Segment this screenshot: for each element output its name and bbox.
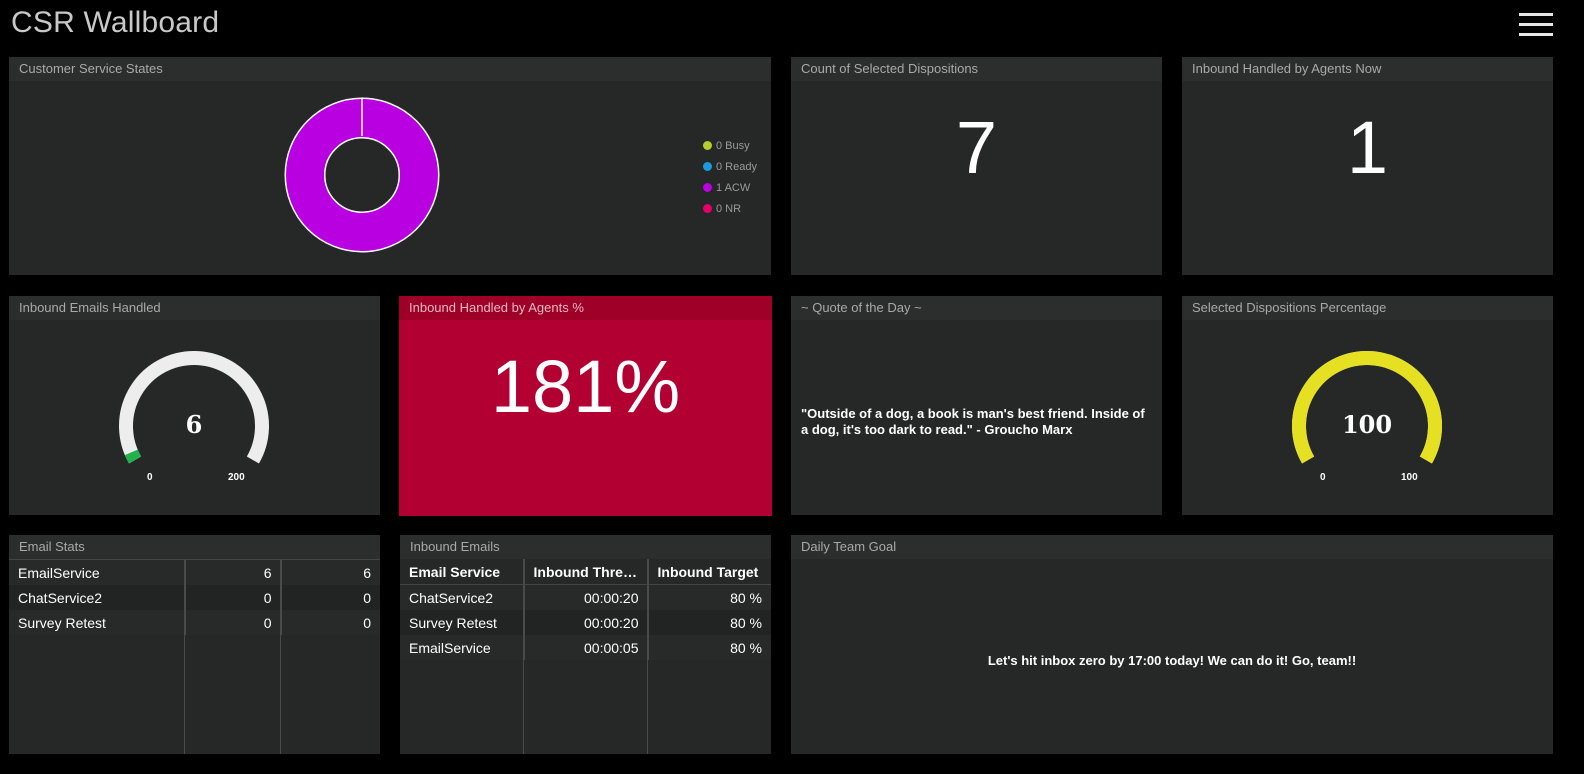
- gauge-max-label: 100: [1401, 472, 1418, 483]
- widget-dispositions-percentage: Selected Dispositions Percentage 100 0 1…: [1182, 296, 1553, 515]
- cell-service: Survey Retest: [400, 610, 525, 635]
- table-row[interactable]: EmailService 00:00:05 80 %: [400, 635, 771, 660]
- gauge-min-label: 0: [1320, 472, 1326, 483]
- cell-value: 6: [185, 560, 282, 585]
- legend-item-busy: 0 Busy: [703, 138, 757, 159]
- widget-title: Customer Service States: [9, 57, 771, 81]
- widget-title: Inbound Handled by Agents Now: [1182, 57, 1553, 81]
- gauge-value: 100: [1341, 410, 1393, 439]
- widget-title: Daily Team Goal: [791, 535, 1553, 559]
- gauge-min-label: 0: [147, 472, 153, 483]
- hamburger-menu-icon[interactable]: [1519, 11, 1553, 39]
- widget-handled-percent: Inbound Handled by Agents % 181%: [399, 296, 772, 516]
- legend-dot: [703, 162, 712, 171]
- quote-text: "Outside of a dog, a book is man's best …: [801, 406, 1145, 437]
- cell-target: 80 %: [648, 584, 771, 610]
- cell-value: 0: [281, 585, 380, 610]
- table-row[interactable]: EmailService 6 6: [9, 560, 380, 585]
- column-header-inbound-target[interactable]: Inbound Target: [648, 559, 771, 585]
- table-row[interactable]: ChatService2 00:00:20 80 %: [400, 584, 771, 610]
- widget-quote-of-the-day: ~ Quote of the Day ~ "Outside of a dog, …: [791, 296, 1162, 515]
- legend-dot: [703, 183, 712, 192]
- table-row[interactable]: ChatService2 0 0: [9, 585, 380, 610]
- cell-service: EmailService: [400, 635, 525, 660]
- legend-dot: [703, 141, 712, 150]
- cell-value: 0: [185, 610, 282, 635]
- widget-count-dispositions: Count of Selected Dispositions 7: [791, 57, 1162, 275]
- table-row[interactable]: Survey Retest 00:00:20 80 %: [400, 610, 771, 635]
- inbound-emails-table: Email Service Inbound Thresh... Inbound …: [400, 559, 771, 660]
- widget-emails-handled: Inbound Emails Handled 6 0 200: [9, 296, 380, 515]
- cell-name: Survey Retest: [9, 610, 186, 635]
- donut-chart: [284, 97, 440, 253]
- gauge-value: 6: [185, 410, 203, 439]
- gauge-fill: [124, 449, 142, 464]
- column-header-inbound-threshold[interactable]: Inbound Thresh...: [524, 559, 649, 585]
- gauge-fill: [1292, 351, 1442, 464]
- widget-title: Selected Dispositions Percentage: [1182, 296, 1553, 320]
- cell-value: 0: [281, 610, 380, 635]
- legend-item-acw: 1 ACW: [703, 180, 757, 201]
- cell-target: 80 %: [648, 610, 771, 635]
- cell-name: ChatService2: [9, 585, 186, 610]
- gauge-chart: [119, 351, 269, 464]
- widget-email-stats: Email Stats EmailService 6 6 ChatService…: [9, 535, 380, 754]
- widget-inbound-emails: Inbound Emails Email Service Inbound Thr…: [400, 535, 771, 754]
- widget-title: Inbound Emails Handled: [9, 296, 380, 320]
- widget-title: Email Stats: [9, 535, 380, 560]
- legend-item-nr: 0 NR: [703, 201, 757, 222]
- cell-threshold: 00:00:20: [524, 610, 649, 635]
- cell-service: ChatService2: [400, 584, 525, 610]
- widget-daily-team-goal: Daily Team Goal Let's hit inbox zero by …: [791, 535, 1553, 754]
- cell-value: 0: [185, 585, 282, 610]
- legend-item-ready: 0 Ready: [703, 159, 757, 180]
- cell-value: 6: [281, 560, 380, 585]
- kpi-value: 181%: [490, 345, 681, 428]
- table-row[interactable]: Survey Retest 0 0: [9, 610, 380, 635]
- column-header-email-service[interactable]: Email Service: [400, 559, 525, 585]
- widget-title: Inbound Emails: [400, 535, 771, 559]
- cell-target: 80 %: [648, 635, 771, 660]
- gauge-chart: [1292, 351, 1442, 464]
- cell-threshold: 00:00:05: [524, 635, 649, 660]
- email-stats-table: EmailService 6 6 ChatService2 0 0 Survey…: [9, 560, 380, 635]
- kpi-value: 1: [1346, 106, 1389, 189]
- page-title: CSR Wallboard: [11, 6, 220, 39]
- widget-handled-now: Inbound Handled by Agents Now 1: [1182, 57, 1553, 275]
- gauge-track: [119, 351, 269, 464]
- cell-name: EmailService: [9, 560, 186, 585]
- goal-text: Let's hit inbox zero by 17:00 today! We …: [987, 653, 1357, 668]
- kpi-value: 7: [955, 106, 998, 189]
- widget-title: Count of Selected Dispositions: [791, 57, 1162, 81]
- widget-title: ~ Quote of the Day ~: [791, 296, 1162, 320]
- legend-dot: [703, 204, 712, 213]
- widget-title: Inbound Handled by Agents %: [399, 296, 772, 320]
- gauge-max-label: 200: [228, 472, 245, 483]
- widget-customer-service-states: Customer Service States 0 Busy 0 Ready 1…: [9, 57, 771, 275]
- cell-threshold: 00:00:20: [524, 584, 649, 610]
- chart-legend: 0 Busy 0 Ready 1 ACW 0 NR: [703, 138, 757, 222]
